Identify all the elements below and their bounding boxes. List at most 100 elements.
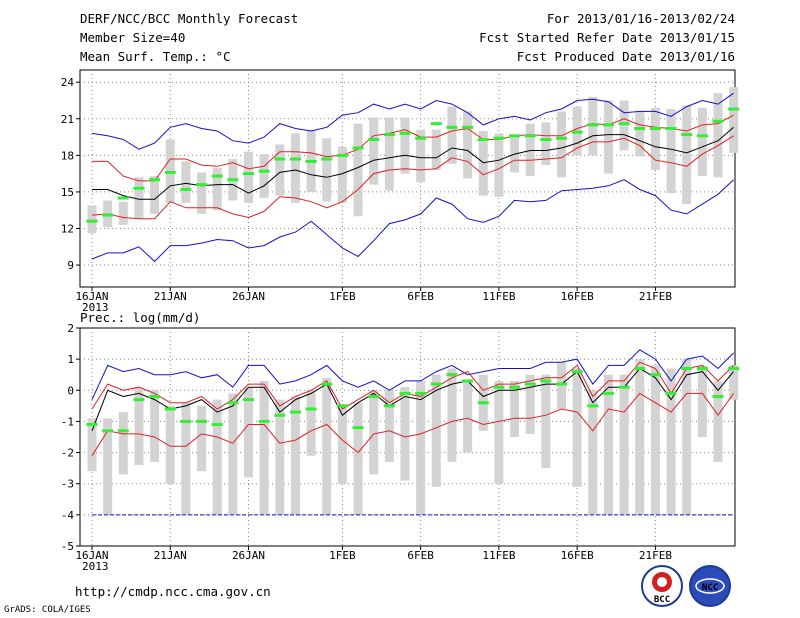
prec-median-mark: [556, 382, 567, 386]
prec-line-mean-minus-sd: [91, 392, 735, 456]
temp-box: [369, 117, 379, 185]
temp-median-mark: [368, 137, 380, 141]
prec-median-mark: [352, 426, 364, 430]
prec-xtick-label: 21FEB: [639, 549, 672, 562]
temp-median-mark: [446, 125, 458, 129]
prec-box: [118, 412, 128, 475]
temp-ytick-label: 21: [61, 113, 74, 126]
temp-median-mark: [227, 178, 239, 182]
prec-box: [322, 377, 332, 515]
temp-box: [510, 134, 520, 173]
temp-xtick-label: 16FEB: [561, 290, 594, 303]
prec-box: [181, 402, 191, 515]
temp-box: [557, 111, 566, 178]
temp-box: [478, 130, 488, 196]
temp-xtick-label: 26JAN: [232, 290, 265, 303]
prec-box: [713, 380, 723, 462]
temp-frame: [79, 69, 736, 288]
prec-median-mark: [336, 404, 348, 408]
prec-box: [463, 380, 473, 453]
temp-line-min: [91, 179, 734, 263]
prec-median-mark: [728, 366, 740, 370]
temp-median-mark: [430, 122, 442, 126]
prec-median-mark: [712, 395, 724, 399]
prec-line-mean-plus-sd: [91, 361, 734, 410]
prec-box: [494, 380, 504, 484]
prec-median-mark: [649, 373, 661, 377]
prec-line-mean: [91, 367, 734, 431]
prec-box: [635, 359, 645, 515]
prec-box: [369, 390, 379, 475]
prec-median-mark: [446, 373, 458, 377]
temp-box: [682, 105, 692, 205]
temp-box: [697, 107, 707, 177]
temp-xtick-label: 1FEB: [329, 290, 356, 303]
prec-ytick-label: -3: [61, 478, 74, 491]
prec-median-mark: [430, 382, 442, 386]
temp-box: [463, 111, 473, 179]
prec-box: [431, 374, 441, 487]
prec-median-mark: [227, 401, 239, 405]
temp-box: [290, 133, 300, 203]
temp-ytick-label: 12: [61, 222, 74, 235]
prec-box: [275, 399, 285, 515]
temp-box: [275, 144, 285, 196]
temp-median-mark: [587, 123, 599, 127]
prec-box: [510, 380, 520, 437]
temp-median-mark: [274, 157, 286, 161]
temp-median-mark: [133, 186, 145, 190]
temp-box: [635, 111, 645, 157]
prec-box: [290, 396, 300, 515]
prec-box: [337, 405, 347, 484]
prec-median-mark: [540, 379, 552, 383]
ncc-logo: NCC: [689, 565, 731, 607]
temp-median-mark: [321, 157, 333, 161]
temp-box: [603, 100, 613, 174]
temp-median-mark: [602, 123, 614, 127]
temp-median-mark: [305, 159, 317, 163]
prec-xtick-label: 6FEB: [407, 549, 434, 562]
temp-xyear-label: 2013: [82, 301, 109, 314]
temp-box: [150, 176, 160, 214]
prec-xtick-label: 11FEB: [482, 549, 515, 562]
temp-box: [400, 117, 410, 174]
temp-box: [322, 138, 332, 202]
prec-box: [650, 365, 660, 515]
temp-median-mark: [243, 172, 254, 176]
prec-median-mark: [321, 382, 333, 386]
prec-median-mark: [368, 395, 380, 399]
prec-median-mark: [164, 407, 176, 411]
forecast-period: For 2013/01/16-2013/02/24: [547, 11, 735, 26]
prec-box: [87, 418, 97, 472]
prec-box: [259, 380, 269, 515]
temp-median-mark: [462, 125, 474, 129]
temp-box: [619, 100, 629, 151]
prec-median-mark: [415, 391, 427, 395]
temp-median-mark: [571, 130, 583, 134]
prec-ytick-label: -4: [61, 509, 75, 522]
temp-xtick-label: 21FEB: [639, 290, 672, 303]
prec-box: [697, 365, 707, 437]
temp-box: [729, 87, 739, 153]
temp-xtick-label: 21JAN: [154, 290, 187, 303]
temp-median-mark: [712, 119, 724, 123]
prec-median-mark: [289, 410, 301, 414]
temp-box: [431, 129, 441, 170]
temp-median-mark: [383, 133, 395, 137]
prec-xtick-label: 26JAN: [232, 549, 265, 562]
prec-median-mark: [462, 379, 474, 383]
bcc-logo-text: BCC: [654, 595, 670, 605]
precipitation-panel: -5 -4 -3 -2 -1 0 1 2 16JAN 21JAN 26JAN 1FEB 6FEB 11FE…: [61, 310, 740, 573]
forecast-produced-date: Fcst Produced Date 2013/01/16: [517, 49, 735, 64]
prec-median-mark: [602, 391, 614, 395]
temp-median-mark: [86, 219, 98, 223]
temp-xtick-label: 11FEB: [482, 290, 515, 303]
source-url[interactable]: http://cmdp.ncc.cma.gov.cn: [75, 584, 271, 599]
temp-median-mark: [618, 122, 630, 126]
prec-ytick-label: -1: [61, 415, 74, 428]
prec-line-max: [91, 349, 734, 400]
prec-box: [603, 374, 613, 515]
prec-box: [447, 368, 457, 462]
ncc-logo-text: NCC: [702, 583, 718, 593]
